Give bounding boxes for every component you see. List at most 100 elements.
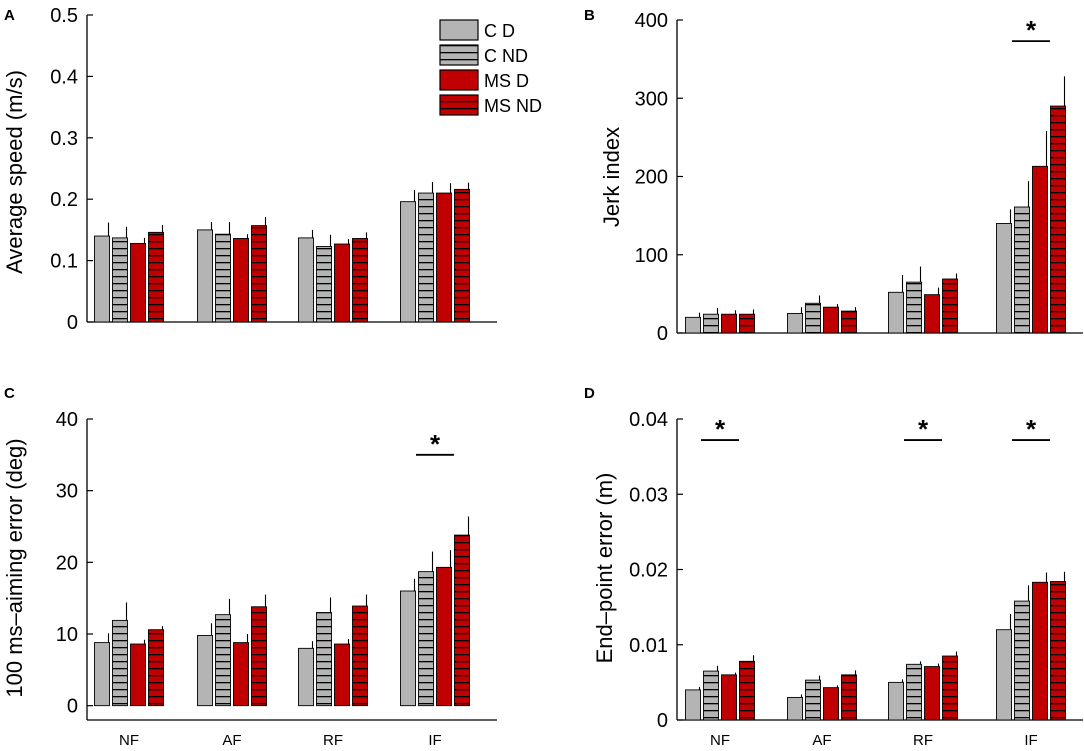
axis-title-c: 100 ms–aiming error (deg) — [2, 438, 27, 697]
y-tick-label-a: 0.5 — [50, 5, 78, 27]
panel-letter-c: C — [4, 385, 15, 402]
panel-c: C 100 ms–aiming error (deg) 0 10 20 30 40 NF A… — [2, 385, 497, 749]
y-tick-label-d: 0.01 — [629, 635, 668, 657]
panel-b: B Jerk index 0 100 200 300 400 * — [584, 7, 1083, 345]
y-tick-label-a: 0.3 — [50, 128, 78, 150]
bar-a — [316, 246, 332, 323]
bar-c — [215, 614, 231, 707]
y-tick-label-c: 20 — [56, 552, 78, 574]
bar-b — [906, 281, 922, 334]
legend-label-c-nd: C ND — [484, 46, 528, 66]
category-label-c: IF — [428, 732, 441, 749]
bar-a — [436, 192, 452, 323]
panel-d: D End–point error (m) 0 0.01 0.02 0.03 0.04 N… — [584, 385, 1083, 749]
bar-c — [454, 534, 470, 707]
y-tick-label-b: 400 — [635, 10, 668, 32]
bar-c — [316, 612, 332, 707]
panel-letter-a: A — [4, 7, 15, 24]
bar-d — [942, 655, 958, 721]
bar-b — [685, 316, 701, 334]
bar-c — [130, 643, 146, 707]
y-tick-label-d: 0 — [657, 710, 668, 732]
bar-c — [298, 647, 314, 707]
y-tick-label-c: 0 — [67, 696, 78, 718]
legend-label-ms-nd: MS ND — [484, 96, 542, 116]
bar-d — [888, 681, 904, 721]
panel-letter-d: D — [584, 385, 595, 402]
bar-c — [197, 634, 213, 707]
significance-star-c: * — [430, 429, 441, 459]
bar-a — [251, 225, 267, 323]
bar-b — [787, 312, 803, 334]
bar-d — [1032, 581, 1048, 721]
bar-d — [703, 670, 719, 721]
bar-b — [805, 302, 821, 334]
category-label-d: NF — [710, 732, 730, 749]
significance-star-b: * — [1026, 15, 1037, 45]
bar-d — [924, 666, 940, 721]
bar-d — [841, 674, 857, 721]
bar-b — [1050, 105, 1066, 334]
panel-a: A Average speed (m/s) 0 0.1 0.2 0.3 0.4 0.5 — [2, 5, 497, 334]
category-label-d: AF — [812, 732, 831, 749]
y-tick-label-a: 0.2 — [50, 189, 78, 211]
bar-b — [888, 291, 904, 334]
bar-b — [823, 306, 839, 334]
bar-d — [996, 629, 1012, 721]
y-tick-label-c: 40 — [56, 409, 78, 431]
bar-a — [94, 235, 110, 323]
bar-d — [906, 663, 922, 721]
bar-c — [251, 606, 267, 707]
bar-a — [334, 243, 350, 323]
bar-c — [334, 643, 350, 707]
bar-a — [197, 229, 213, 323]
y-tick-label-a: 0.1 — [50, 251, 78, 273]
category-label-c: NF — [119, 732, 139, 749]
bar-a — [112, 237, 128, 323]
significance-star-d: * — [715, 414, 726, 444]
significance-star-d: * — [1026, 414, 1037, 444]
bar-c — [233, 642, 249, 707]
bar-b — [1032, 165, 1048, 334]
bar-b — [1014, 206, 1030, 334]
bar-b — [924, 294, 940, 334]
bar-a — [400, 201, 416, 323]
bar-c — [418, 571, 434, 707]
y-tick-label-b: 200 — [635, 167, 668, 189]
bar-c — [352, 605, 368, 707]
bar-a — [454, 188, 470, 323]
bar-d — [1014, 600, 1030, 721]
bar-a — [148, 231, 164, 323]
bar-d — [721, 674, 737, 721]
y-tick-label-b: 0 — [657, 323, 668, 345]
bar-d — [823, 687, 839, 721]
bar-b — [942, 278, 958, 334]
bar-a — [298, 237, 314, 323]
y-tick-label-c: 30 — [56, 481, 78, 503]
y-tick-label-d: 0.04 — [629, 409, 668, 431]
bar-b — [739, 313, 755, 334]
bar-c — [400, 590, 416, 707]
category-label-c: RF — [323, 732, 343, 749]
y-tick-label-a: 0 — [67, 312, 78, 334]
bar-d — [787, 696, 803, 721]
category-label-d: RF — [913, 732, 933, 749]
bar-b — [841, 310, 857, 334]
y-tick-label-b: 100 — [635, 245, 668, 267]
bar-b — [703, 313, 719, 334]
category-label-d: IF — [1024, 732, 1037, 749]
bar-d — [685, 689, 701, 721]
significance-star-d: * — [918, 414, 929, 444]
y-tick-label-d: 0.02 — [629, 560, 668, 582]
panel-letter-b: B — [584, 7, 595, 24]
bar-d — [805, 679, 821, 721]
bar-c — [94, 642, 110, 707]
bar-d — [1050, 581, 1066, 721]
legend-label-c-d: C D — [484, 21, 515, 41]
legend-swatch-c-d — [439, 19, 479, 41]
legend-label-ms-d: MS D — [484, 71, 529, 91]
bar-a — [418, 192, 434, 323]
axis-title-a: Average speed (m/s) — [2, 70, 27, 274]
bar-b — [721, 313, 737, 334]
